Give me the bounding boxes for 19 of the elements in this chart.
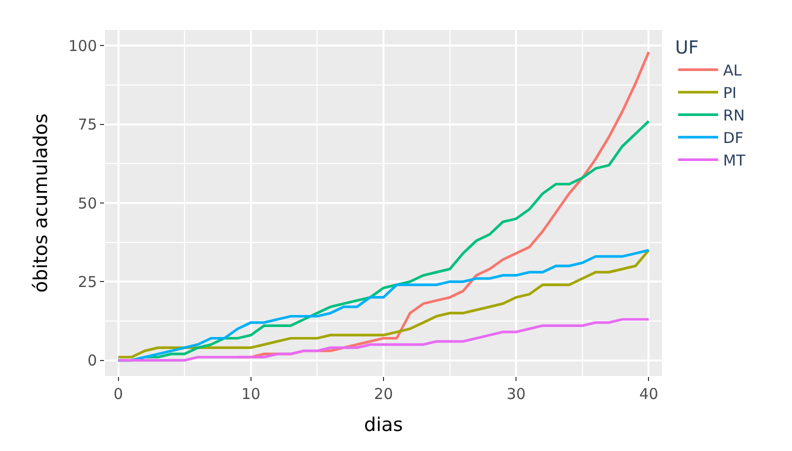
x-axis-title: dias — [364, 414, 403, 436]
legend-label: RN — [723, 106, 745, 124]
legend-label: PI — [723, 84, 737, 102]
y-tick-label: 75 — [78, 116, 97, 134]
x-tick-label: 30 — [506, 385, 526, 403]
legend-title: UF — [675, 37, 699, 58]
x-tick-label: 40 — [639, 385, 658, 403]
x-tick-label: 0 — [113, 385, 124, 403]
legend-label: MT — [723, 152, 746, 170]
y-tick-label: 25 — [78, 272, 97, 291]
legend-label: AL — [723, 62, 742, 80]
y-tick-label: 50 — [78, 194, 97, 212]
x-tick-label: 20 — [374, 385, 394, 403]
legend-label: DF — [723, 129, 744, 147]
y-axis-title: óbitos acumulados — [30, 113, 52, 293]
line-series — [116, 318, 650, 362]
y-tick-label: 0 — [87, 352, 97, 370]
x-tick-label: 10 — [241, 385, 260, 403]
y-tick-label: 100 — [68, 36, 97, 55]
